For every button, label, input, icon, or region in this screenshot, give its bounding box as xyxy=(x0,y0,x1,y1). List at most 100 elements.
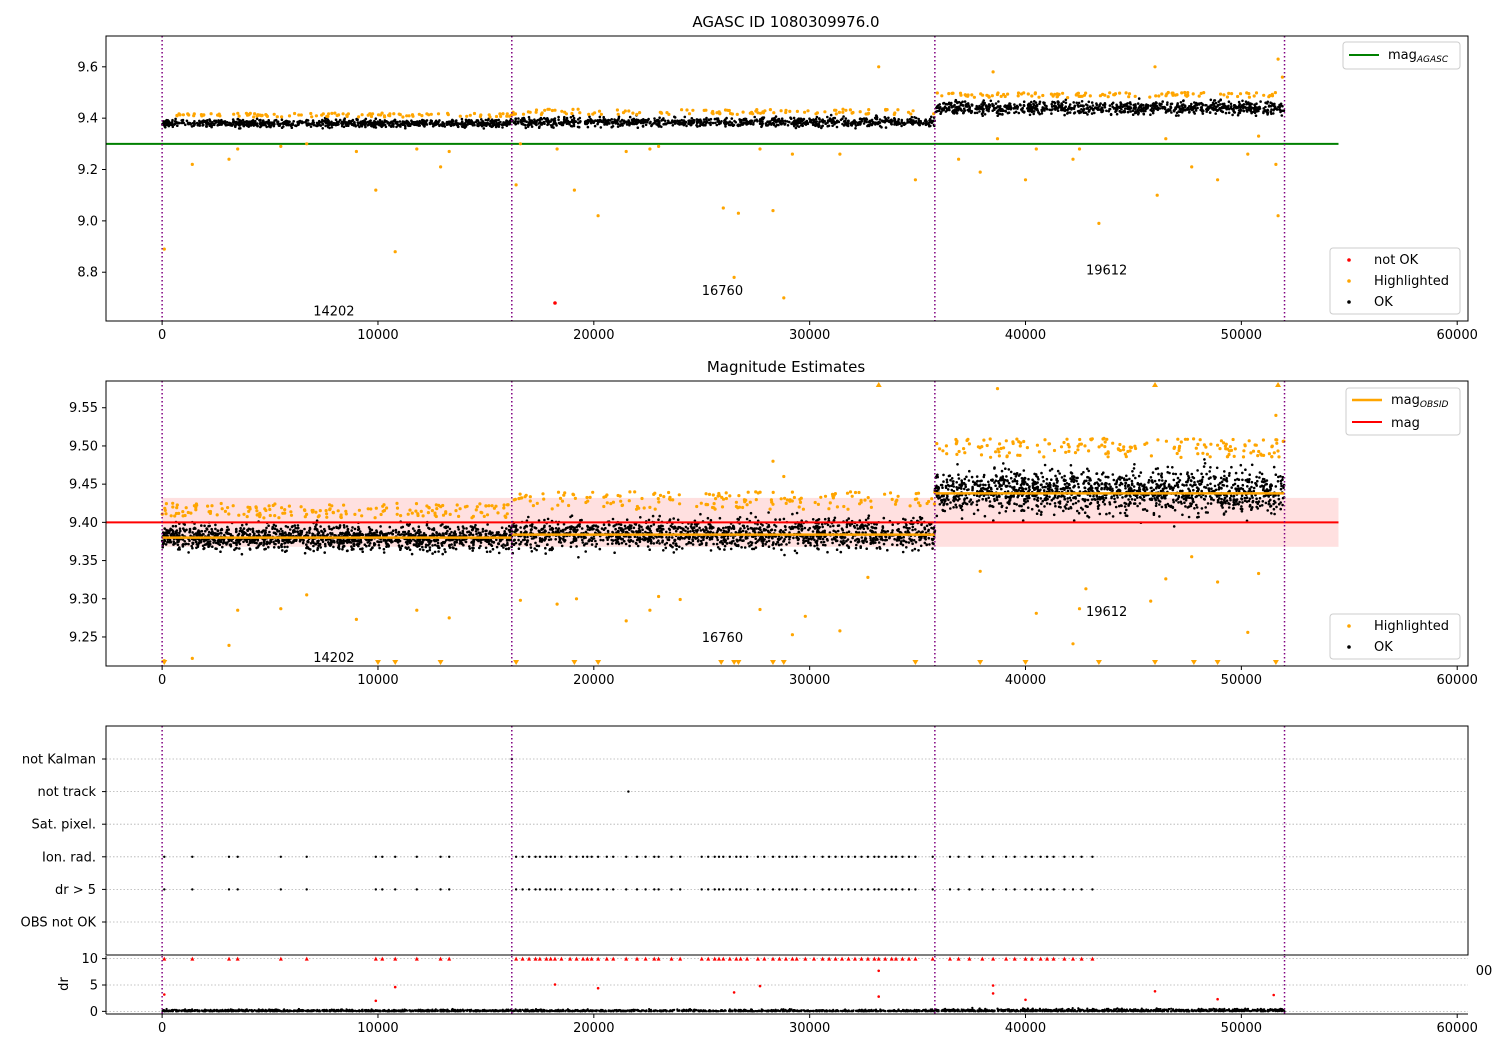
agasc-ok-point xyxy=(1015,104,1019,108)
agasc-ok-point xyxy=(1194,101,1198,105)
estimates-ok-point xyxy=(210,527,213,531)
agasc-ok-point xyxy=(773,117,776,120)
estimates-ok-point xyxy=(431,552,434,555)
agasc-ok-point xyxy=(300,121,304,124)
estimates-ok-point xyxy=(394,531,398,534)
agasc-ok-point xyxy=(975,111,979,115)
agasc-ok-point xyxy=(660,119,663,122)
estimates-ok-point xyxy=(461,532,465,535)
estimates-ok-point xyxy=(800,519,803,522)
estimates-ok-point xyxy=(332,539,336,543)
agasc-highlighted-point xyxy=(779,109,783,113)
estimates-highlighted-point xyxy=(289,510,293,514)
agasc-highlighted-point xyxy=(252,115,256,119)
estimates-ok-point xyxy=(319,525,322,528)
agasc-highlighted-point xyxy=(501,112,505,116)
agasc-ok-point xyxy=(561,123,565,127)
agasc-ok-point xyxy=(1049,108,1053,112)
agasc-highlighted-point xyxy=(991,70,995,74)
estimates-ok-point xyxy=(504,547,508,551)
agasc-ok-point xyxy=(1067,107,1070,111)
estimates-ok-point xyxy=(326,533,330,536)
agasc-highlighted-point xyxy=(1157,94,1161,98)
agasc-ok-point xyxy=(502,121,505,124)
agasc-highlighted-point xyxy=(572,188,577,192)
agasc-ok-point xyxy=(476,119,480,122)
estimates-ok-point xyxy=(177,538,180,541)
agasc-ok-point xyxy=(762,116,766,119)
agasc-ok-point xyxy=(1159,104,1162,107)
estimates-ok-point xyxy=(367,526,371,529)
agasc-ok-point xyxy=(1241,99,1244,103)
estimates-highlighted-point xyxy=(344,509,348,513)
agasc-highlighted-point xyxy=(756,111,760,115)
agasc-highlighted-point xyxy=(1276,57,1280,61)
agasc-ok-point xyxy=(1020,108,1024,112)
agasc-highlighted-point xyxy=(1037,95,1041,99)
estimates-ok-point xyxy=(502,546,505,549)
agasc-ok-point xyxy=(332,122,336,125)
estimates-ok-point xyxy=(396,533,400,536)
estimates-ok-point xyxy=(279,532,283,536)
agasc-highlighted-point xyxy=(748,111,752,115)
agasc-ok-point xyxy=(356,123,360,127)
agasc-ok-point xyxy=(552,118,555,122)
agasc-ok-point xyxy=(1269,101,1272,104)
agasc-ok-point xyxy=(534,122,538,126)
estimates-ok-point xyxy=(246,529,249,532)
agasc-ok-point xyxy=(464,123,468,126)
agasc-ok-point xyxy=(1167,108,1170,111)
agasc-ok-point xyxy=(1096,106,1100,110)
agasc-obsid-label: 16760 xyxy=(702,284,743,299)
agasc-ok-point xyxy=(1080,100,1084,103)
agasc-ok-point xyxy=(290,126,294,129)
estimates-ok-point xyxy=(308,531,311,535)
agasc-ok-point xyxy=(1247,108,1251,112)
agasc-ok-point xyxy=(983,113,987,116)
agasc-ok-point xyxy=(546,123,549,127)
estimates-ok-point xyxy=(468,547,472,550)
estimates-ok-point xyxy=(509,526,513,529)
agasc-ok-point xyxy=(485,122,488,125)
agasc-ok-point xyxy=(1186,106,1190,110)
agasc-highlighted-point xyxy=(726,108,730,112)
agasc-highlighted-point xyxy=(1076,91,1080,95)
agasc-ok-point xyxy=(375,121,379,125)
estimates-ok-point xyxy=(274,532,278,536)
agasc-ok-point xyxy=(1022,104,1026,108)
agasc-ok-point xyxy=(962,111,965,115)
agasc-ok-point xyxy=(1064,98,1068,102)
agasc-ok-point xyxy=(1179,101,1183,104)
agasc-highlighted-point xyxy=(1160,92,1164,96)
agasc-ok-point xyxy=(462,123,466,127)
estimates-ok-point xyxy=(226,525,229,529)
agasc-ok-point xyxy=(937,109,941,112)
agasc-ok-point xyxy=(1249,104,1252,107)
agasc-ok-point xyxy=(625,123,629,126)
agasc-ok-point xyxy=(1177,110,1180,113)
legend-label-not-ok: not OK xyxy=(1374,253,1419,268)
agasc-ok-point xyxy=(783,122,787,125)
agasc-ok-point xyxy=(228,121,231,125)
estimates-ok-point xyxy=(248,541,252,545)
estimates-ok-point xyxy=(379,525,382,528)
agasc-highlighted-point xyxy=(782,296,786,300)
agasc-highlighted-point xyxy=(1080,94,1084,98)
agasc-highlighted-point xyxy=(330,111,334,115)
estimates-ok-point xyxy=(665,541,669,545)
agasc-ok-point xyxy=(174,117,177,121)
agasc-ok-point xyxy=(246,124,249,128)
agasc-ok-point xyxy=(549,124,553,127)
estimates-ok-point xyxy=(472,543,475,547)
estimates-highlighted-point xyxy=(173,514,177,518)
estimates-ok-point xyxy=(384,532,388,536)
agasc-ok-point xyxy=(753,119,756,122)
agasc-ok-point xyxy=(910,119,914,123)
agasc-ok-point xyxy=(378,123,381,127)
estimates-ok-point xyxy=(324,538,328,542)
agasc-ok-point xyxy=(213,123,216,127)
estimates-ok-point xyxy=(429,541,432,544)
estimates-ok-point xyxy=(292,530,295,533)
estimates-ok-point xyxy=(425,549,429,553)
